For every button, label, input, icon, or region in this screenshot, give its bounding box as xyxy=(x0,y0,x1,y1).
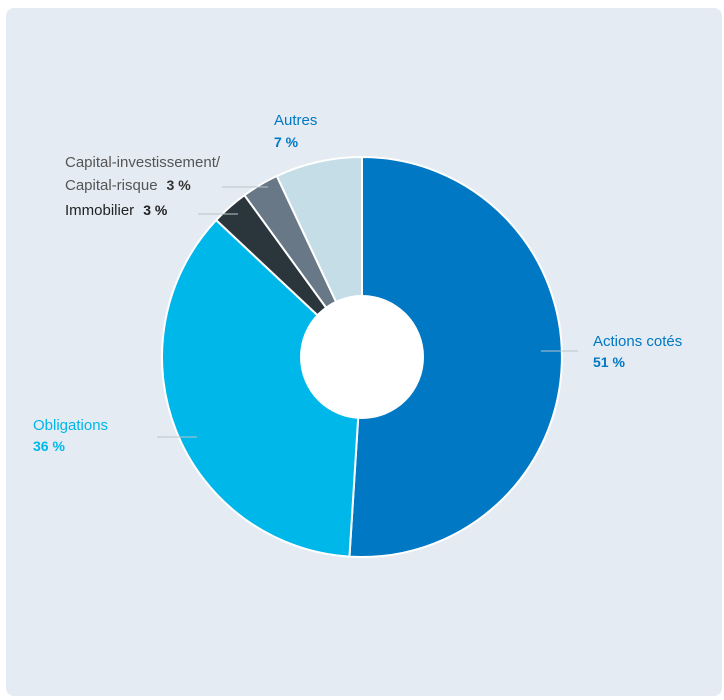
donut-slices xyxy=(160,156,563,558)
label-capital-line2-group: Capital-risque 3 % xyxy=(65,177,191,194)
value-immobilier: 3 % xyxy=(143,202,168,218)
label-actions: Actions cotés xyxy=(593,333,682,350)
label-immobilier-line: Immobilier 3 % xyxy=(65,202,168,219)
label-capital-line1: Capital-investissement/ xyxy=(65,154,221,171)
value-autres: 7 % xyxy=(274,134,299,150)
label-autres: Autres xyxy=(274,112,317,129)
slice-obligations xyxy=(160,219,363,558)
label-immobilier: Immobilier xyxy=(65,202,134,219)
label-capital-line2: Capital-risque xyxy=(65,177,158,194)
value-obligations: 36 % xyxy=(33,438,65,454)
label-obligations: Obligations xyxy=(33,417,108,434)
donut-hole xyxy=(300,295,424,419)
value-capital: 3 % xyxy=(167,177,192,193)
slice-actions xyxy=(348,156,563,558)
value-actions: 51 % xyxy=(593,354,625,370)
